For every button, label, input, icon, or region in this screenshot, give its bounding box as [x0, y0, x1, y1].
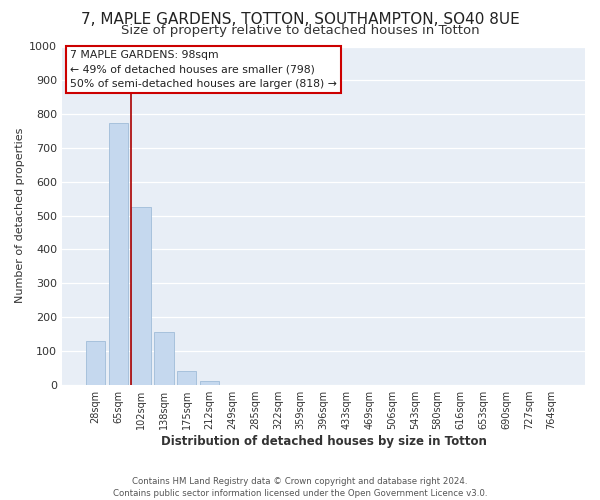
Bar	[177, 371, 196, 384]
X-axis label: Distribution of detached houses by size in Totton: Distribution of detached houses by size …	[161, 434, 487, 448]
Bar	[154, 332, 173, 384]
Bar	[109, 122, 128, 384]
Bar	[131, 207, 151, 384]
Text: 7 MAPLE GARDENS: 98sqm
← 49% of detached houses are smaller (798)
50% of semi-de: 7 MAPLE GARDENS: 98sqm ← 49% of detached…	[70, 50, 337, 88]
Text: Contains HM Land Registry data © Crown copyright and database right 2024.
Contai: Contains HM Land Registry data © Crown c…	[113, 476, 487, 498]
Text: 7, MAPLE GARDENS, TOTTON, SOUTHAMPTON, SO40 8UE: 7, MAPLE GARDENS, TOTTON, SOUTHAMPTON, S…	[80, 12, 520, 28]
Bar	[200, 381, 219, 384]
Bar	[86, 340, 105, 384]
Text: Size of property relative to detached houses in Totton: Size of property relative to detached ho…	[121, 24, 479, 37]
Y-axis label: Number of detached properties: Number of detached properties	[15, 128, 25, 303]
